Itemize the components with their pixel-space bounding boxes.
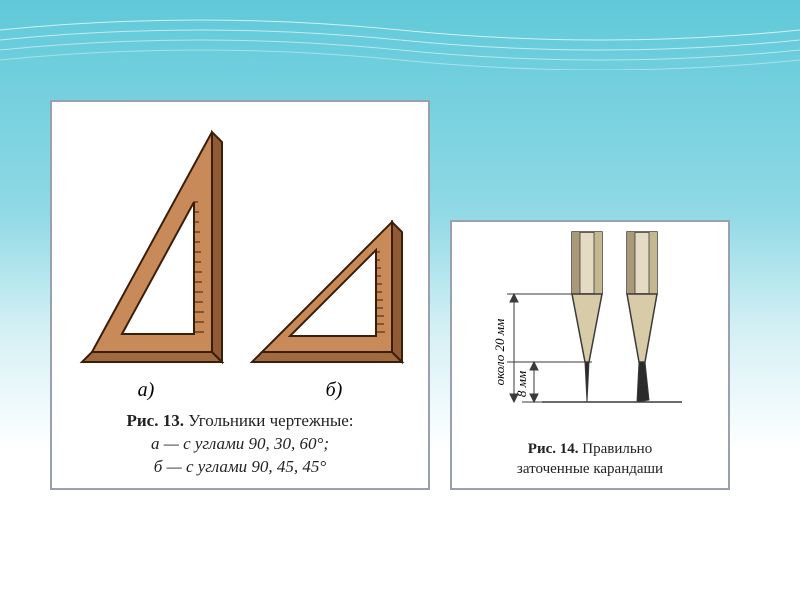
figure-14-line2: заточенные карандаши <box>517 461 663 477</box>
figure-13-line-b: б — с углами 90, 45, 45° <box>154 457 326 476</box>
figure-14-caption: Рис. 14. Правильно заточенные карандаши <box>452 439 728 480</box>
triangle-a-label: a) <box>138 379 155 402</box>
triangle-a <box>82 132 222 362</box>
background-wave <box>0 10 800 70</box>
figure-13-line-a: а — с углами 90, 30, 60°; <box>151 434 329 453</box>
figure-13-panel: a) б) Рис. 13. Угольники чертежные: а — … <box>50 100 430 490</box>
figure-14-panel: около 20 мм 8 мм <box>450 220 730 490</box>
figure-13-number: Рис. 13. <box>126 411 183 430</box>
figure-13-title: Угольники чертежные: <box>188 411 353 430</box>
set-squares-diagram <box>52 102 428 392</box>
figure-13-caption: Рис. 13. Угольники чертежные: а — с угла… <box>52 410 428 479</box>
dim-lead <box>530 362 538 402</box>
dim-lead-label: 8 мм <box>514 371 529 397</box>
triangle-b <box>252 222 402 362</box>
figure-14-number: Рис. 14. <box>528 441 579 457</box>
pencil-chisel <box>627 232 657 402</box>
figure-14-title: Правильно <box>582 441 652 457</box>
pencil-conical <box>572 232 602 402</box>
triangle-b-label: б) <box>326 379 343 402</box>
dim-total-label: около 20 мм <box>492 319 507 386</box>
pencils-diagram: около 20 мм 8 мм <box>452 222 728 432</box>
